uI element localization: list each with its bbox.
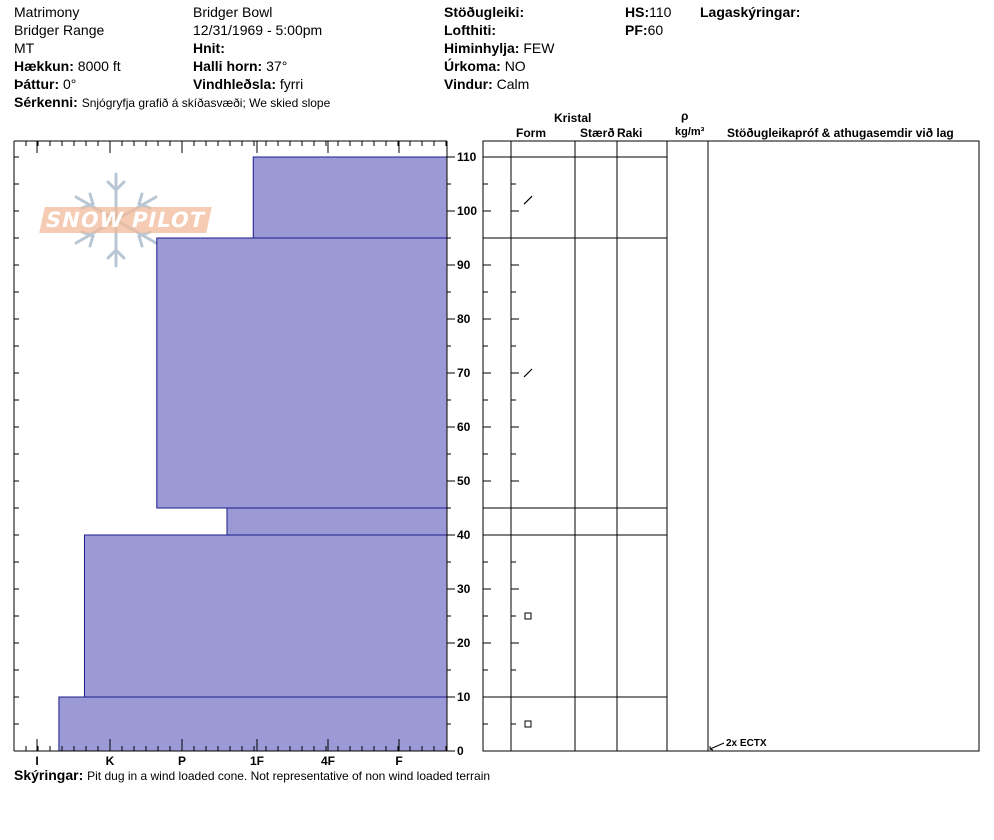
comments-label: Skýringar:: [14, 767, 84, 783]
test-pointer-arrowhead: [709, 746, 714, 751]
depth-tick-label: 90: [457, 258, 471, 272]
depth-tick-label: 50: [457, 474, 471, 488]
hardness-bar-1: [156, 237, 448, 509]
depth-tick-label: 80: [457, 312, 471, 326]
hs: HS:110: [625, 4, 671, 20]
depth-tick-label: 10: [457, 690, 471, 704]
features: Sérkenni: Snjógryfja grafið á skíðasvæði…: [14, 94, 330, 111]
pf: PF:60: [625, 22, 663, 38]
form-header: Form: [516, 126, 546, 140]
hardness-bar-3: [83, 534, 448, 698]
crystal-header: Kristal: [554, 111, 592, 125]
depth-tick-label: 20: [457, 636, 471, 650]
precipitation: Úrkoma: NO: [444, 58, 526, 74]
snowpilot-watermark: SNOW PILOT: [38, 170, 212, 270]
test-pointer: [709, 742, 725, 750]
precip-label: Úrkoma:: [444, 58, 501, 74]
tests-header: Stöðugleikapróf & athugasemdir við lag: [727, 126, 954, 140]
hs-label: HS:: [625, 4, 650, 20]
grain-form-square-icon: [524, 612, 532, 620]
sky-label: Himinhylja:: [444, 40, 520, 56]
hardness-tick-label: K: [106, 754, 115, 768]
rho-header: ρ: [681, 109, 689, 123]
wind-loading: Vindhleðsla: fyrri: [193, 76, 303, 92]
hardness-tick-label: I: [35, 754, 38, 768]
hardness-bar-0: [252, 156, 448, 239]
grain-form-slash-icon: [523, 195, 533, 205]
comments: Skýringar: Pit dug in a wind loaded cone…: [14, 767, 490, 784]
depth-tick-label: 70: [457, 366, 471, 380]
wind: Vindur: Calm: [444, 76, 529, 92]
area-name: Bridger Bowl: [193, 4, 273, 20]
elevation-label: Hækkun:: [14, 58, 74, 74]
depth-tick-label: 110: [457, 150, 477, 164]
elevation-value: 8000 ft: [77, 58, 121, 74]
hardness-tick-label: 4F: [321, 754, 335, 768]
features-value: Snjógryfja grafið á skíðasvæði; We skied…: [81, 96, 331, 110]
depth-tick-label: 40: [457, 528, 471, 542]
depth-tick-label: 100: [457, 204, 477, 218]
sky-value: FEW: [523, 40, 555, 56]
density-unit-header: kg/m³: [675, 126, 705, 138]
wind-loading-label: Vindhleðsla:: [193, 76, 276, 92]
layer-notes-label: Lagaskýringar:: [700, 4, 801, 20]
elevation: Hækkun: 8000 ft: [14, 58, 121, 74]
aspect-label: Þáttur:: [14, 76, 60, 92]
wind-label: Vindur:: [444, 76, 493, 92]
sky-cover: Himinhylja: FEW: [444, 40, 554, 56]
moisture-header: Raki: [617, 126, 643, 140]
air-temp-label: Lofthiti:: [444, 22, 497, 38]
aspect-value: 0°: [63, 76, 77, 92]
stability-test-label: 2x ECTX: [726, 738, 767, 749]
hardness-tick-label: F: [395, 754, 402, 768]
layer-table-frame: [482, 140, 980, 752]
pf-value: 60: [647, 22, 664, 38]
range-name: Bridger Range: [14, 22, 105, 38]
features-label: Sérkenni:: [14, 94, 78, 110]
aspect: Þáttur: 0°: [14, 76, 76, 92]
precip-value: NO: [504, 58, 526, 74]
site-name: Matrimony: [14, 4, 80, 20]
wind-loading-value: fyrri: [279, 76, 304, 92]
slope-angle: Halli horn: 37°: [193, 58, 287, 74]
stability-label: Stöðugleiki:: [444, 4, 525, 20]
slope-value: 37°: [266, 58, 288, 74]
grain-form-square-icon: [524, 720, 532, 728]
hardness-bar-2: [226, 507, 448, 536]
wind-value: Calm: [496, 76, 530, 92]
comments-value: Pit dug in a wind loaded cone. Not repre…: [87, 769, 491, 783]
depth-tick-label: 60: [457, 420, 471, 434]
slope-label: Halli horn:: [193, 58, 263, 74]
hardness-tick-label: P: [178, 754, 186, 768]
state-name: MT: [14, 40, 35, 56]
hardness-tick-label: 1F: [250, 754, 264, 768]
hs-value: 110: [649, 4, 672, 20]
size-header: Stærð: [580, 126, 615, 140]
hardness-bar-4: [58, 696, 448, 752]
pf-label: PF:: [625, 22, 648, 38]
location-label: Hnit:: [193, 40, 225, 56]
grain-form-slash-icon: [523, 368, 533, 378]
depth-tick-label: 30: [457, 582, 471, 596]
depth-tick-label: 0: [457, 744, 464, 758]
observation-date: 12/31/1969 - 5:00pm: [193, 22, 323, 38]
